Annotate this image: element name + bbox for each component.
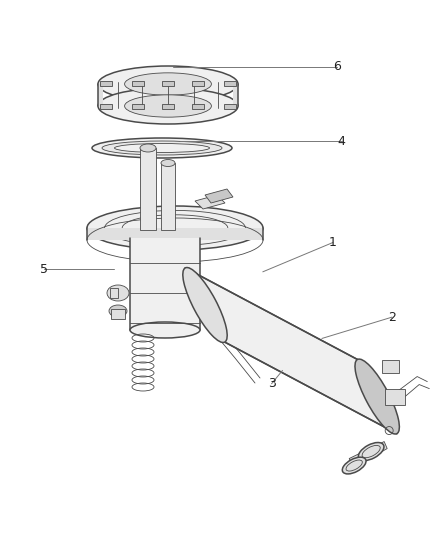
Polygon shape <box>195 195 225 209</box>
Text: 5: 5 <box>40 263 48 276</box>
Ellipse shape <box>87 206 263 250</box>
Polygon shape <box>162 104 174 109</box>
Ellipse shape <box>355 359 399 434</box>
Polygon shape <box>185 268 397 434</box>
Ellipse shape <box>102 141 222 155</box>
Polygon shape <box>224 104 236 109</box>
Polygon shape <box>100 104 112 109</box>
Ellipse shape <box>343 457 366 474</box>
Bar <box>110 288 118 298</box>
Text: 1: 1 <box>329 236 337 249</box>
Polygon shape <box>87 228 263 240</box>
Bar <box>140 148 156 230</box>
Polygon shape <box>233 82 238 108</box>
Ellipse shape <box>183 268 227 343</box>
Ellipse shape <box>114 143 209 152</box>
Polygon shape <box>205 189 233 203</box>
Text: 2: 2 <box>388 311 396 324</box>
Polygon shape <box>132 81 144 86</box>
Ellipse shape <box>124 95 212 117</box>
Polygon shape <box>349 441 387 467</box>
Ellipse shape <box>98 66 238 102</box>
Text: 4: 4 <box>338 135 346 148</box>
Polygon shape <box>385 389 405 405</box>
Polygon shape <box>224 81 236 86</box>
Ellipse shape <box>109 305 127 317</box>
Polygon shape <box>98 82 103 108</box>
Ellipse shape <box>98 88 238 124</box>
Polygon shape <box>100 81 112 86</box>
Bar <box>111 309 125 319</box>
Polygon shape <box>130 238 200 330</box>
Polygon shape <box>162 81 174 86</box>
Text: 3: 3 <box>268 377 276 390</box>
Ellipse shape <box>124 73 212 95</box>
Polygon shape <box>382 360 399 373</box>
Polygon shape <box>192 104 204 109</box>
Polygon shape <box>132 104 144 109</box>
Ellipse shape <box>130 322 200 338</box>
Bar <box>161 163 175 230</box>
Ellipse shape <box>92 138 232 158</box>
Text: 6: 6 <box>333 60 341 73</box>
Ellipse shape <box>161 159 175 166</box>
Ellipse shape <box>358 442 384 461</box>
Ellipse shape <box>107 285 129 301</box>
Polygon shape <box>192 81 204 86</box>
Ellipse shape <box>140 144 156 152</box>
